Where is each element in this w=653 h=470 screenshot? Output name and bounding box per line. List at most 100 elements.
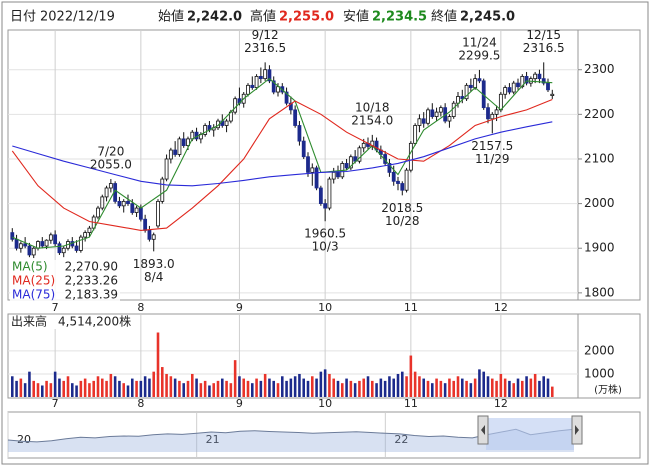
x-tick-label: 11	[404, 397, 418, 410]
x-tick-label: 9	[236, 301, 243, 314]
annotation-value: 2157.5	[471, 139, 513, 153]
volume-bar	[332, 378, 335, 397]
legend-bg	[10, 274, 120, 288]
volume-bar	[75, 385, 78, 397]
volume-bar	[105, 380, 108, 397]
candle-body	[126, 200, 130, 205]
candle-body	[490, 113, 495, 120]
volume-bar	[225, 380, 228, 397]
candle-body	[477, 78, 482, 82]
volume-bar	[306, 380, 310, 397]
candle-body	[387, 163, 392, 173]
candle-body	[434, 111, 439, 117]
volume-value: 4,514,200株	[58, 314, 131, 329]
candle-body	[233, 98, 238, 113]
volume-bar	[311, 376, 314, 397]
volume-bar	[276, 383, 280, 397]
navigator-selection[interactable]	[486, 418, 574, 450]
candle-body	[121, 200, 126, 207]
volume-bar	[349, 380, 353, 397]
high: 2,255.0	[279, 10, 334, 25]
volume-bar	[546, 378, 550, 397]
volume-bar	[289, 378, 293, 397]
volume-bar	[131, 378, 134, 397]
candle-body	[271, 80, 276, 93]
candle-body	[61, 247, 66, 254]
candle-body	[413, 125, 418, 144]
candle-body	[10, 232, 15, 240]
volume-bar	[323, 369, 327, 397]
x-tick-label: 21	[206, 433, 220, 446]
candle-body	[507, 87, 512, 93]
candle-body	[31, 247, 36, 256]
candle-body	[143, 218, 148, 231]
volume-bar	[456, 376, 460, 397]
high-label: 高値	[250, 9, 276, 25]
volume-bar	[285, 380, 288, 397]
candle-body	[421, 118, 426, 124]
volume-bar	[178, 380, 181, 397]
volume-bar	[251, 383, 254, 397]
candle-body	[181, 138, 186, 146]
y-tick-label: 1800	[584, 285, 615, 299]
y-tick-label: 2200	[584, 107, 615, 121]
candle-body	[498, 93, 503, 111]
candle-body	[464, 84, 469, 100]
candle-body	[391, 171, 396, 182]
legend-bg	[10, 260, 120, 274]
annotation-date: 12/15	[526, 28, 561, 42]
annotation-value: 1893.0	[133, 257, 175, 271]
open: 2,242.0	[187, 10, 242, 25]
low: 2,234.5	[372, 10, 427, 25]
header: 日付 2022/12/19 始値 2,242.0 高値 2,255.0 安値 2…	[10, 9, 515, 25]
x-tick-label: 9	[236, 397, 243, 410]
volume-bar	[36, 383, 40, 397]
volume-bar	[23, 383, 27, 397]
candle-body	[550, 93, 555, 97]
volume-bar	[512, 383, 515, 397]
x-tick-label: 12	[494, 301, 508, 314]
close: 2,245.0	[460, 10, 515, 25]
volume-bar	[448, 378, 451, 397]
candle-body	[87, 227, 92, 234]
volume-bar	[302, 378, 305, 397]
volume-bar	[255, 378, 258, 397]
volume-bar	[263, 373, 267, 397]
candle-body	[250, 84, 255, 88]
handle-arrow	[481, 425, 485, 435]
volume-bar	[11, 376, 14, 397]
volume-bar	[126, 385, 130, 397]
candle-body	[74, 245, 79, 251]
volume-bar	[319, 371, 323, 397]
candle-body	[147, 229, 152, 240]
candle-body	[254, 76, 259, 88]
volume-bar	[148, 378, 151, 397]
candle-body	[486, 107, 490, 120]
ma-line	[11, 98, 553, 231]
candle-body	[357, 147, 362, 162]
volume-bar	[109, 373, 113, 397]
volume-bar	[431, 383, 434, 397]
candle-body	[267, 69, 272, 82]
volume-bar	[122, 383, 125, 397]
candle-body	[27, 245, 32, 256]
volume-bar	[469, 383, 473, 397]
candle-body	[258, 76, 263, 80]
candle-body	[173, 149, 178, 155]
volume-bar	[53, 371, 57, 397]
candle-body	[293, 109, 298, 126]
legend-name: MA(5)	[12, 260, 48, 274]
volume-bar	[499, 373, 503, 397]
close-label: 終値	[431, 9, 457, 25]
volume-bar	[135, 380, 138, 397]
volume-bar	[538, 380, 541, 397]
volume-bar	[212, 383, 215, 397]
candle-body	[511, 82, 516, 93]
ma-line	[12, 121, 553, 187]
candle-body	[151, 234, 156, 240]
candle-body	[57, 243, 62, 254]
candle-body	[370, 140, 375, 147]
date: 2022/12/19	[40, 10, 115, 25]
volume-bar	[409, 355, 413, 397]
